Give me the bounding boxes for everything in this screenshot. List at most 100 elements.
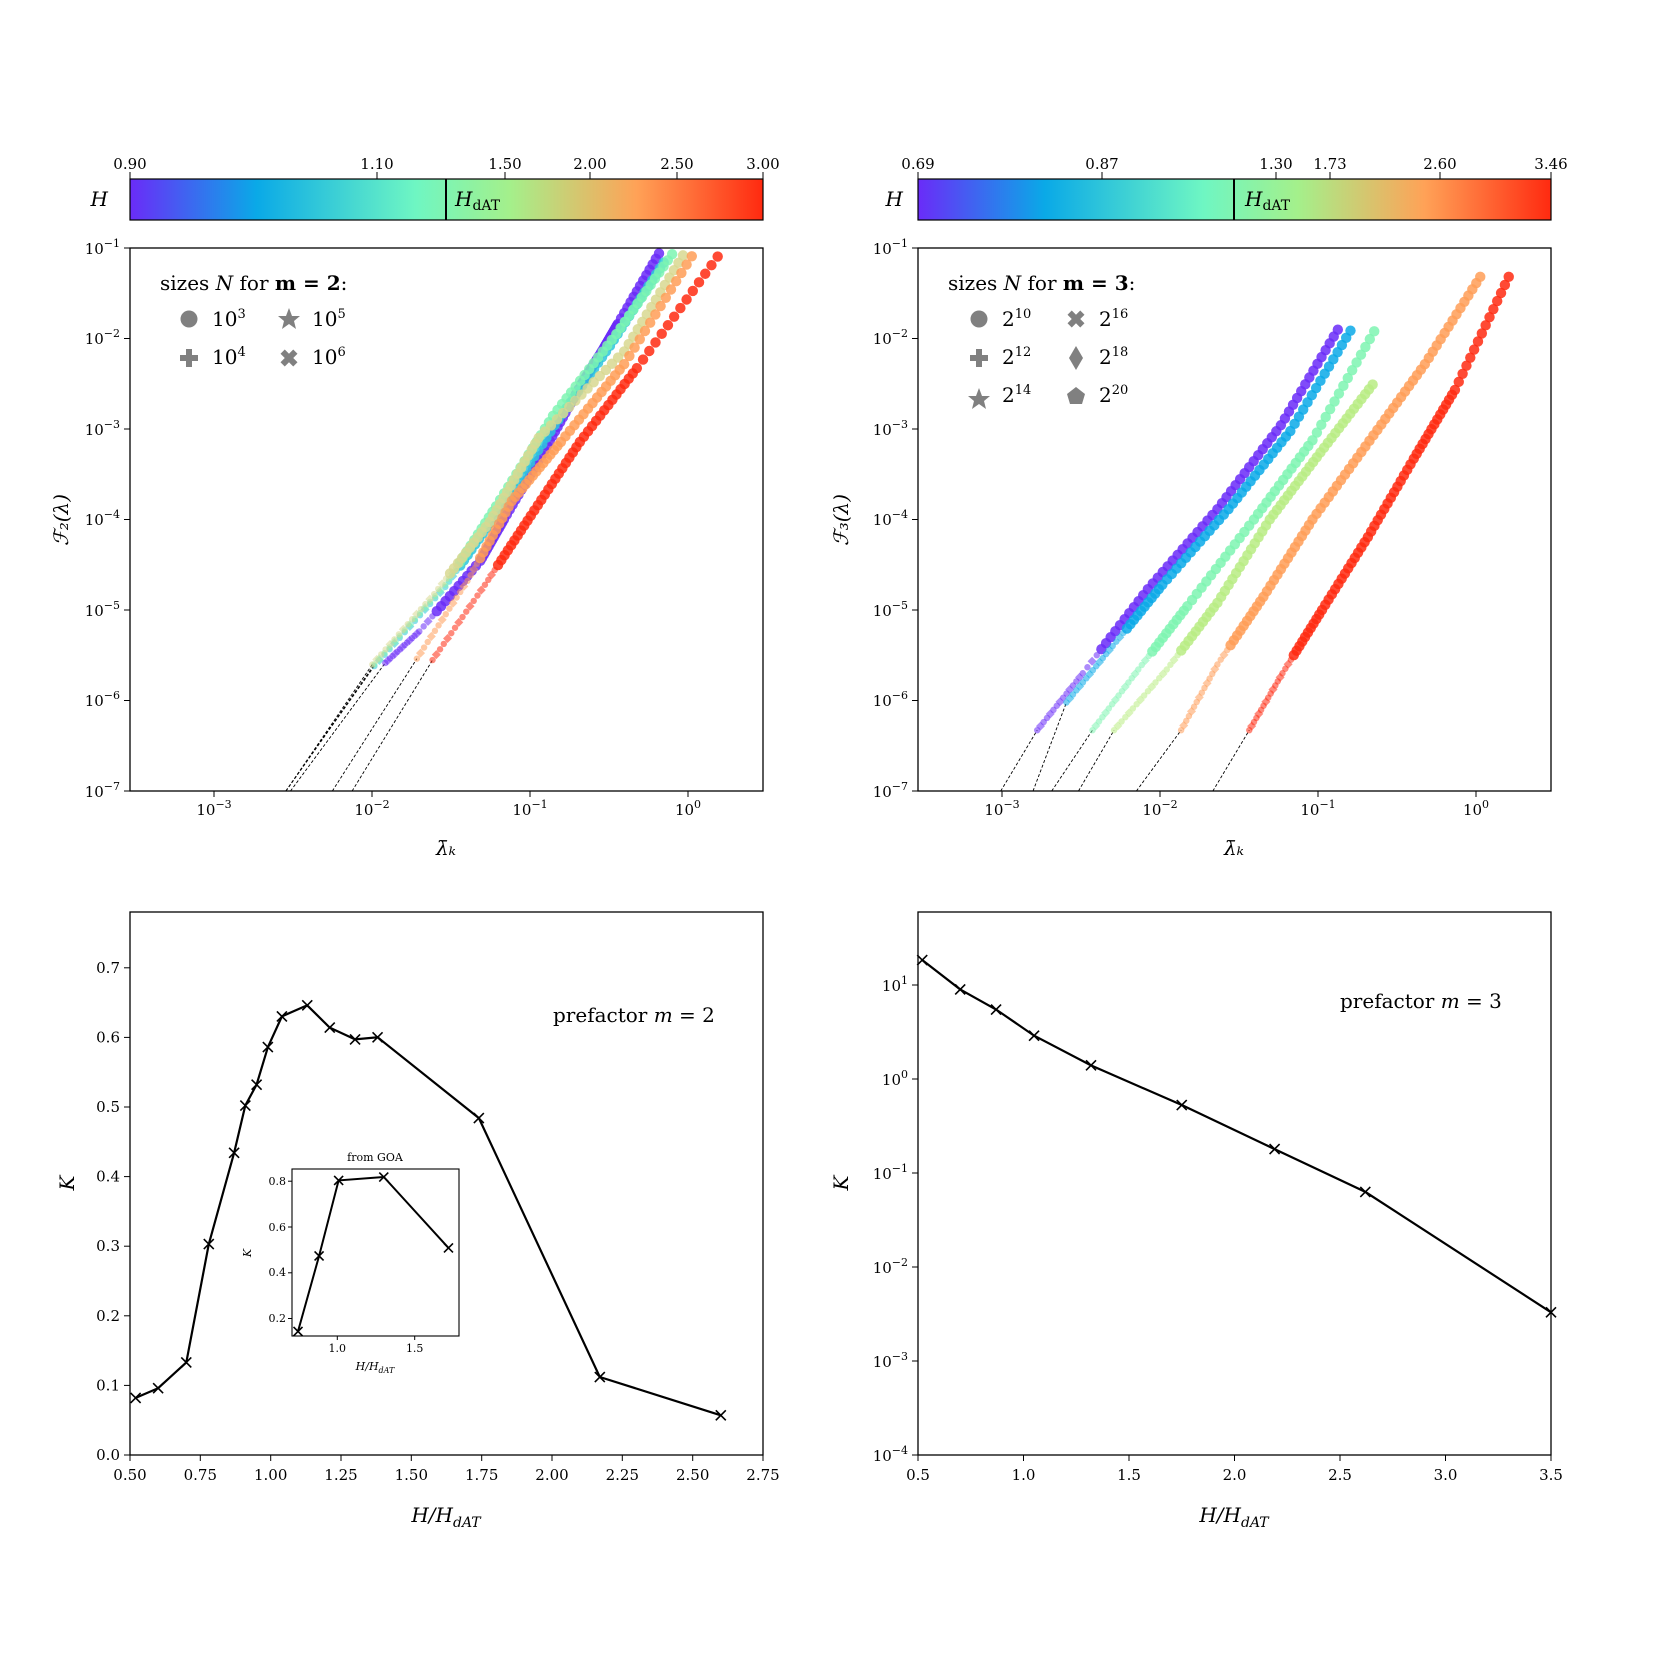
data-point <box>420 623 427 630</box>
plot-c-y-tick: 0.5 <box>96 1098 120 1116</box>
cbar-a-tick: 1.10 <box>360 155 393 173</box>
inset-y-tick: 0.8 <box>269 1175 287 1188</box>
data-point <box>712 251 723 262</box>
data-point <box>467 571 474 579</box>
data-point <box>686 251 697 262</box>
k-point <box>1085 1059 1097 1071</box>
data-point <box>662 320 674 331</box>
plot-c-x-ticks: 0.50 0.75 1.00 1.25 1.50 1.75 2.00 2.25 … <box>113 1455 780 1484</box>
data-point <box>1461 360 1472 371</box>
plot-d-ylabel: K <box>829 1174 853 1191</box>
data-point <box>416 628 423 635</box>
plot-b-y-tick: 10−5 <box>873 599 908 620</box>
data-point <box>1367 379 1378 390</box>
data-point <box>618 359 630 370</box>
plot-c-x-tick: 1.25 <box>324 1466 357 1484</box>
data-point <box>1503 271 1514 283</box>
inset-title: from GOA <box>347 1151 404 1164</box>
plot-c-x-tick: 2.25 <box>606 1466 639 1484</box>
data-point <box>435 585 442 593</box>
plot-d-x-tick: 2.5 <box>1328 1466 1352 1484</box>
plot-c-y-ticks: 0.0 0.1 0.2 0.3 0.4 0.5 0.6 0.7 <box>96 959 130 1464</box>
plot-d-y-tick: 10−4 <box>873 1444 908 1465</box>
data-point <box>1122 713 1129 721</box>
data-point <box>1113 638 1120 645</box>
plot-a-x-tick: 100 <box>675 798 701 819</box>
data-point <box>687 285 699 297</box>
plot-c-y-tick: 0.4 <box>96 1168 120 1186</box>
data-point <box>676 267 687 279</box>
data-point <box>1468 344 1480 355</box>
data-point <box>1118 718 1125 725</box>
legend-b-circle-marker <box>970 310 988 328</box>
plot-c-x-tick: 0.75 <box>184 1466 217 1484</box>
panel-d: 0.5 1.0 1.5 2.0 2.5 3.0 3.5 10−4 10−3 10… <box>829 911 1563 1531</box>
data-point <box>415 648 426 658</box>
k-point <box>916 954 928 966</box>
data-point <box>420 644 428 651</box>
data-point <box>1115 692 1122 699</box>
data-point <box>1480 320 1491 331</box>
data-point <box>1079 670 1087 677</box>
inset-y-tick: 0.4 <box>269 1266 287 1279</box>
data-point <box>463 608 470 615</box>
plot-d-y-tick: 101 <box>882 974 908 995</box>
plot-d-y-ticks: 10−4 10−3 10−2 10−1 100 101 <box>873 974 918 1465</box>
data-point <box>395 631 403 638</box>
data-point <box>382 646 389 653</box>
inset-point <box>314 1250 325 1261</box>
inset-marks <box>292 1171 454 1337</box>
plot-c-x-tick: 2.00 <box>535 1466 568 1484</box>
data-point <box>1316 419 1327 430</box>
data-point <box>1190 703 1198 710</box>
plot-c-frame <box>129 911 764 1456</box>
data-point <box>665 284 677 295</box>
plot-b-x-tick: 10−3 <box>984 798 1019 819</box>
k-point <box>130 1392 142 1404</box>
plot-c-y-tick: 0.3 <box>96 1237 120 1255</box>
data-point <box>1163 666 1170 673</box>
plot-c-x-tick: 1.00 <box>254 1466 287 1484</box>
legend-a-item: 104 <box>212 345 246 369</box>
data-point <box>666 248 678 260</box>
data-point <box>369 661 376 668</box>
k-point <box>180 1356 192 1368</box>
fit-line <box>1136 729 1182 792</box>
data-point <box>398 624 408 634</box>
cbar-b-tick: 1.30 <box>1259 155 1292 173</box>
k-point <box>473 1112 485 1124</box>
data-point <box>437 615 447 625</box>
data-point <box>413 655 421 662</box>
data-point <box>644 317 656 328</box>
data-point <box>1457 368 1468 380</box>
plot-d-y-tick: 10−3 <box>873 1350 908 1371</box>
plot-d-annotation: prefactor m = 3 <box>1340 989 1502 1013</box>
plot-b-y-ticks: 10−7 10−6 10−5 10−4 10−3 10−2 10−1 <box>873 237 918 801</box>
inset-point <box>292 1326 304 1337</box>
colorbar-a-ticks: 0.90 1.10 1.50 2.00 2.50 3.00 <box>113 155 780 179</box>
data-point <box>1152 679 1159 686</box>
fit-line <box>290 662 386 792</box>
plot-d-x-tick: 1.5 <box>1117 1466 1141 1484</box>
data-point <box>655 300 666 312</box>
legend-a-item: 106 <box>312 345 346 369</box>
data-point <box>1084 664 1091 671</box>
k-point <box>276 1010 288 1022</box>
data-point <box>451 624 459 631</box>
data-point <box>457 588 464 596</box>
plot-c-x-tick: 1.75 <box>465 1466 498 1484</box>
fit-line <box>351 659 433 792</box>
panel-c: 0.50 0.75 1.00 1.25 1.50 1.75 2.00 2.25 … <box>55 911 780 1531</box>
data-point <box>1156 674 1163 682</box>
plot-a-y-tick: 10−3 <box>85 418 120 439</box>
data-point <box>1109 642 1116 650</box>
panel-a: H HdAT 0.90 1.10 1.50 2.00 2.50 3.00 10−… <box>49 155 780 860</box>
data-point <box>459 613 466 621</box>
data-point <box>422 600 429 608</box>
data-point <box>453 594 460 601</box>
data-point <box>706 259 717 271</box>
data-point <box>440 640 448 648</box>
colorbar-a-label: H <box>90 187 109 211</box>
legend-b-title: sizes N for m = 3: <box>948 271 1135 295</box>
data-point <box>404 621 411 628</box>
